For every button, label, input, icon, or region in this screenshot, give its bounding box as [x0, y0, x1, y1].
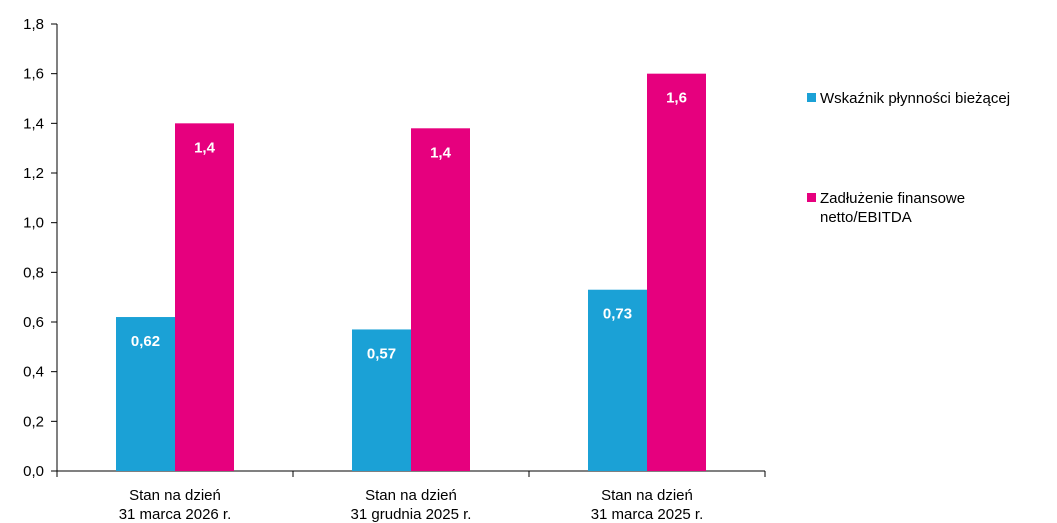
x-category-label: 31 marca 2026 r. — [119, 506, 232, 523]
bar-series-2 — [175, 123, 234, 471]
bar-series-1 — [116, 317, 175, 471]
y-tick-label: 1,2 — [23, 165, 44, 182]
y-tick-label: 0,2 — [23, 413, 44, 430]
data-label: 0,57 — [367, 345, 396, 362]
y-tick-label: 0,6 — [23, 314, 44, 331]
x-category-label: Stan na dzień — [365, 487, 457, 504]
legend-label: netto/EBITDA — [820, 209, 912, 226]
legend-swatch — [807, 193, 816, 202]
y-tick-label: 1,0 — [23, 215, 44, 232]
legend-label: Wskaźnik płynności bieżącej — [820, 90, 1010, 107]
data-label: 0,73 — [603, 306, 632, 323]
y-tick-label: 0,4 — [23, 364, 44, 381]
legend-label: Zadłużenie finansowe — [820, 190, 965, 207]
data-label: 0,62 — [131, 333, 160, 350]
legend-swatch — [807, 93, 816, 102]
x-category-label: 31 marca 2025 r. — [591, 506, 704, 523]
y-tick-label: 0,0 — [23, 463, 44, 480]
legend: Wskaźnik płynności bieżącej Zadłużenie fi… — [807, 90, 1010, 226]
bar-series-1 — [352, 329, 411, 471]
x-category-label: Stan na dzień — [601, 487, 693, 504]
y-axis: 0,0 0,2 0,4 0,6 0,8 1,0 1,2 1,4 1,6 1,8 — [23, 16, 58, 480]
y-tick-label: 1,4 — [23, 115, 44, 132]
x-category-label: 31 grudnia 2025 r. — [351, 506, 472, 523]
bars: 0,62 0,57 0,73 1,4 1,4 1,6 — [116, 73, 706, 472]
x-axis: Stan na dzień 31 marca 2026 r. Stan na dzi… — [56, 470, 766, 523]
bar-series-2 — [647, 73, 706, 472]
y-tick-label: 1,8 — [23, 16, 44, 33]
bar-series-2 — [411, 128, 470, 472]
data-label: 1,4 — [194, 139, 216, 156]
bar-series-1 — [588, 289, 647, 471]
data-label: 1,6 — [666, 90, 687, 107]
x-category-label: Stan na dzień — [129, 487, 221, 504]
data-label: 1,4 — [430, 144, 452, 161]
y-tick-label: 1,6 — [23, 66, 44, 83]
y-tick-label: 0,8 — [23, 264, 44, 281]
